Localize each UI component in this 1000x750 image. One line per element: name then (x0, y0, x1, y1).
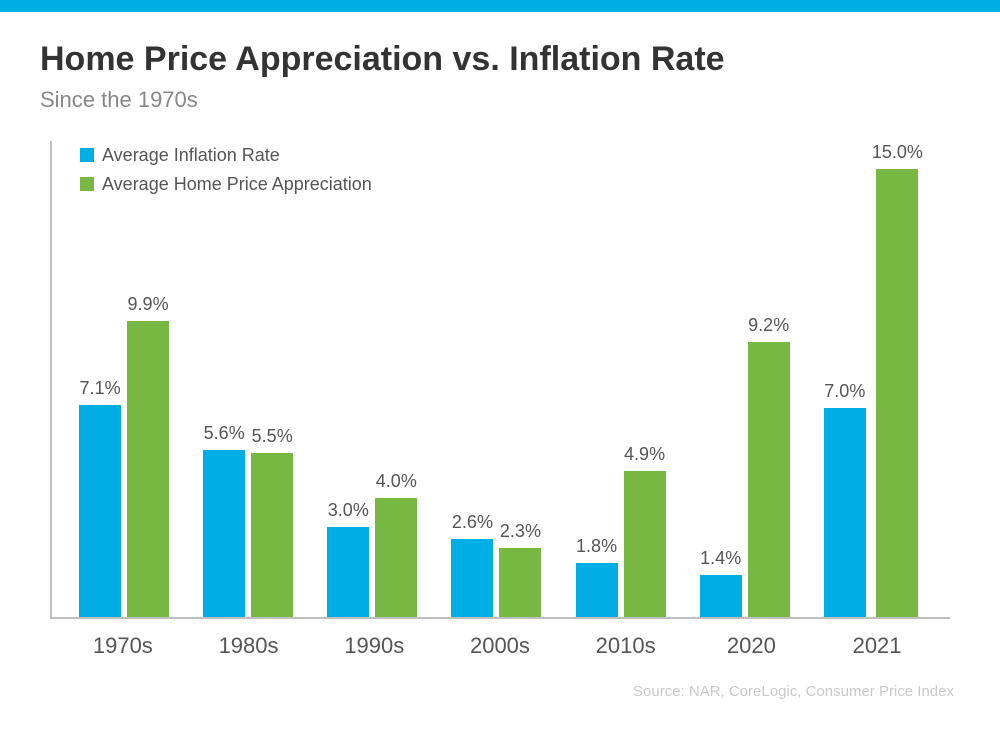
bar-column-appreciation: 2.3% (499, 141, 541, 617)
bar-column-appreciation: 9.2% (748, 141, 790, 617)
bar-inflation (79, 405, 121, 617)
bar-appreciation (876, 169, 918, 617)
x-axis-label: 2000s (455, 633, 545, 659)
x-axis: 1970s 1980s 1990s 2000s 2010s 2020 2021 (50, 619, 950, 659)
bar-appreciation (375, 498, 417, 618)
value-label: 4.9% (624, 444, 665, 465)
bar-column-appreciation: 4.0% (375, 141, 417, 617)
bar-column-appreciation: 4.9% (624, 141, 666, 617)
legend-item-inflation: Average Inflation Rate (80, 141, 372, 170)
bar-inflation (203, 450, 245, 617)
bar-group: 3.0% 4.0% (327, 141, 417, 617)
bar-column-inflation: 7.1% (79, 141, 121, 617)
value-label: 1.4% (700, 548, 741, 569)
x-axis-label: 2021 (832, 633, 922, 659)
chart-container: Home Price Appreciation vs. Inflation Ra… (0, 12, 1000, 712)
bar-group: 2.6% 2.3% (451, 141, 541, 617)
value-label: 4.0% (376, 471, 417, 492)
bar-column-appreciation: 15.0% (872, 141, 923, 617)
legend-item-appreciation: Average Home Price Appreciation (80, 170, 372, 199)
value-label: 5.6% (204, 423, 245, 444)
legend-label-inflation: Average Inflation Rate (102, 141, 280, 170)
bar-inflation (451, 539, 493, 617)
bar-column-inflation: 2.6% (451, 141, 493, 617)
bar-group: 1.4% 9.2% (700, 141, 790, 617)
bar-group: 5.6% 5.5% (203, 141, 293, 617)
chart-title: Home Price Appreciation vs. Inflation Ra… (40, 40, 960, 79)
x-axis-label: 1980s (204, 633, 294, 659)
bar-column-inflation: 3.0% (327, 141, 369, 617)
bar-appreciation (499, 548, 541, 617)
value-label: 3.0% (328, 500, 369, 521)
bar-column-inflation: 7.0% (824, 141, 866, 617)
value-label: 9.9% (128, 294, 169, 315)
legend-label-appreciation: Average Home Price Appreciation (102, 170, 372, 199)
x-axis-label: 2010s (581, 633, 671, 659)
bar-group: 1.8% 4.9% (576, 141, 666, 617)
legend-swatch-inflation (80, 148, 94, 162)
plot-region: 7.1% 9.9% 5.6% 5.5% 3.0% 4.0% 2.6% 2.3% 1.8% 4.9%… (50, 141, 950, 619)
x-axis-label: 2020 (706, 633, 796, 659)
value-label: 1.8% (576, 536, 617, 557)
value-label: 5.5% (252, 426, 293, 447)
bar-group: 7.1% 9.9% (79, 141, 169, 617)
bar-column-inflation: 1.4% (700, 141, 742, 617)
bar-group: 7.0% 15.0% (824, 141, 923, 617)
bar-inflation (576, 563, 618, 617)
bar-appreciation (251, 453, 293, 617)
top-accent-bar (0, 0, 1000, 12)
x-axis-label: 1990s (329, 633, 419, 659)
value-label: 15.0% (872, 142, 923, 163)
chart-subtitle: Since the 1970s (40, 87, 960, 113)
bar-inflation (824, 408, 866, 617)
value-label: 2.6% (452, 512, 493, 533)
bar-inflation (700, 575, 742, 617)
bar-appreciation (624, 471, 666, 617)
value-label: 7.0% (824, 381, 865, 402)
bar-column-inflation: 1.8% (576, 141, 618, 617)
legend-swatch-appreciation (80, 177, 94, 191)
source-attribution: Source: NAR, CoreLogic, Consumer Price I… (40, 683, 960, 700)
bar-column-inflation: 5.6% (203, 141, 245, 617)
chart-area: Average Inflation Rate Average Home Pric… (40, 141, 960, 659)
bar-appreciation (748, 342, 790, 617)
bar-appreciation (127, 321, 169, 617)
value-label: 2.3% (500, 521, 541, 542)
value-label: 7.1% (80, 378, 121, 399)
bar-column-appreciation: 5.5% (251, 141, 293, 617)
bar-column-appreciation: 9.9% (127, 141, 169, 617)
x-axis-label: 1970s (78, 633, 168, 659)
value-label: 9.2% (748, 315, 789, 336)
bar-inflation (327, 527, 369, 617)
legend: Average Inflation Rate Average Home Pric… (80, 141, 372, 199)
